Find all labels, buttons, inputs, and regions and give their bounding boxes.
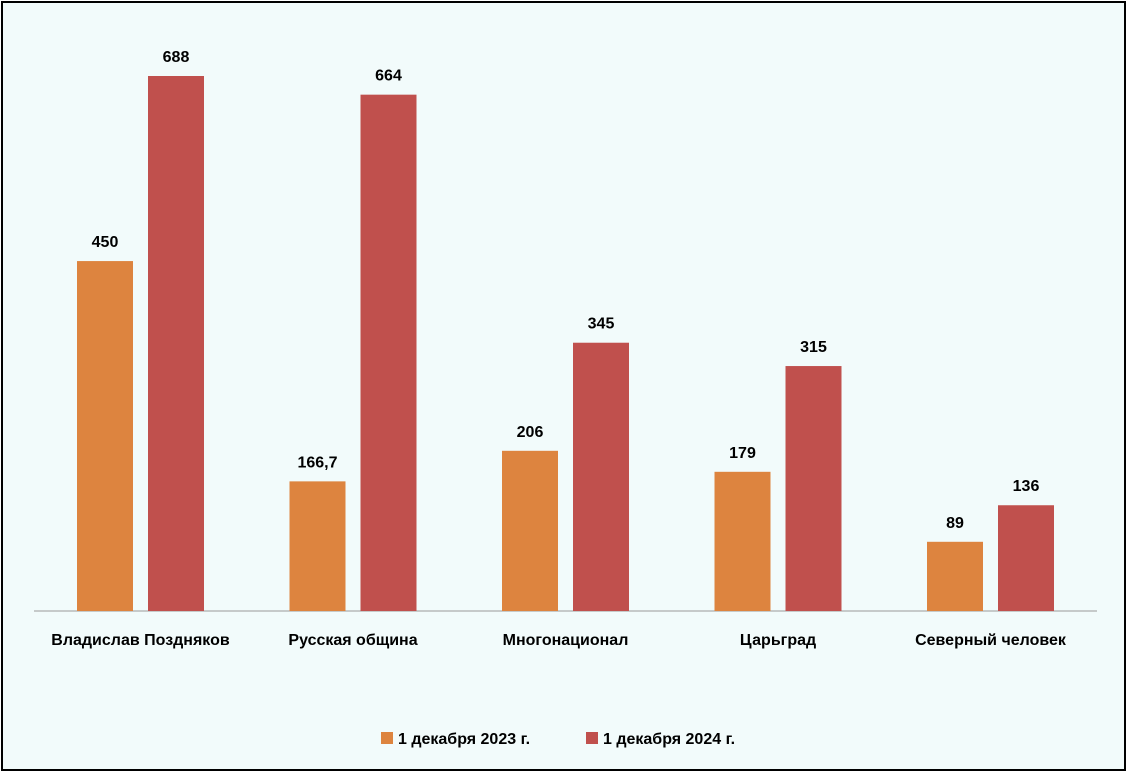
- category-label: Владислав Поздняков: [51, 632, 230, 649]
- data-label: 136: [1013, 478, 1040, 495]
- category-label: Северный человек: [915, 632, 1067, 649]
- bars-layer: [77, 76, 1054, 612]
- bar: [785, 366, 842, 611]
- labels-layer: 450 688 Владислав Поздняков 166,7 664 Русская…: [51, 49, 1067, 649]
- category-label: Многонационал: [503, 632, 629, 649]
- legend-label: 1 декабря 2024 г.: [603, 731, 735, 748]
- data-label: 345: [588, 316, 615, 333]
- data-label: 315: [800, 339, 827, 356]
- bar: [714, 471, 771, 611]
- data-label: 206: [517, 424, 544, 441]
- bar-chart: 450 688 Владислав Поздняков 166,7 664 Русская…: [34, 49, 1097, 748]
- bar: [360, 94, 417, 612]
- legend-swatch: [586, 732, 598, 744]
- bar: [289, 481, 346, 611]
- data-label: 89: [946, 515, 964, 532]
- bar: [573, 342, 629, 611]
- data-label: 664: [375, 68, 402, 85]
- bar: [998, 505, 1054, 611]
- category-label: Царьград: [740, 632, 816, 649]
- legend-swatch: [381, 732, 393, 744]
- data-label: 450: [92, 234, 119, 251]
- category-label: Русская община: [288, 632, 417, 649]
- legend-label: 1 декабря 2023 г.: [398, 731, 530, 748]
- data-label: 166,7: [297, 454, 337, 471]
- data-label: 179: [729, 445, 756, 462]
- bar: [502, 450, 558, 611]
- bar: [77, 261, 133, 611]
- data-label: 688: [163, 49, 190, 66]
- legend: 1 декабря 2023 г. 1 декабря 2024 г.: [381, 731, 735, 748]
- bar: [927, 541, 983, 611]
- bar: [148, 76, 204, 611]
